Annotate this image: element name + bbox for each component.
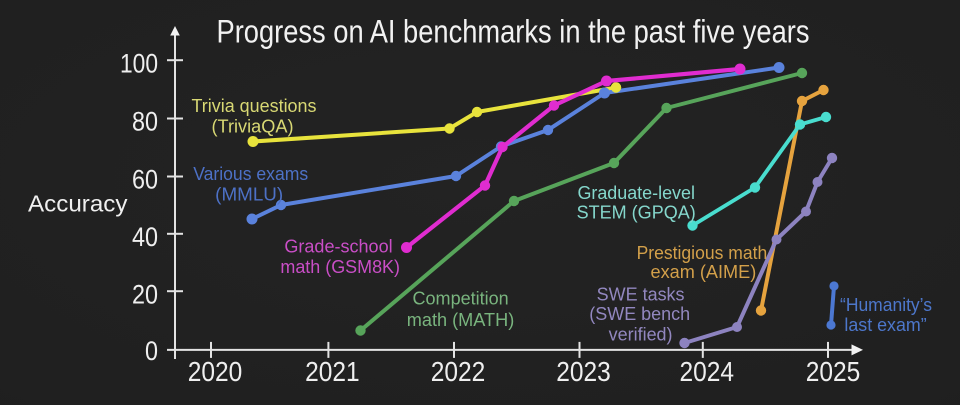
svg-text:(MMLU): (MMLU) (215, 184, 283, 205)
svg-text:(SWE bench: (SWE bench (589, 303, 690, 324)
svg-text:Grade-school: Grade-school (284, 235, 392, 256)
svg-text:exam (AIME): exam (AIME) (651, 261, 757, 282)
svg-text:Progress on AI benchmarks in t: Progress on AI benchmarks in the past fi… (217, 14, 810, 50)
svg-text:math (MATH): math (MATH) (407, 309, 515, 330)
svg-text:Prestigious math: Prestigious math (637, 242, 768, 263)
svg-text:2021: 2021 (305, 356, 360, 387)
svg-text:STEM (GPQA): STEM (GPQA) (577, 202, 696, 223)
svg-text:Competition: Competition (413, 288, 509, 309)
svg-text:“Humanity’s: “Humanity’s (840, 295, 932, 315)
svg-text:2025: 2025 (806, 356, 861, 387)
svg-text:40: 40 (132, 222, 158, 252)
svg-text:100: 100 (120, 48, 158, 78)
svg-text:60: 60 (132, 165, 158, 195)
svg-text:80: 80 (132, 107, 158, 137)
svg-text:2020: 2020 (188, 356, 243, 387)
svg-text:math (GSM8K): math (GSM8K) (280, 256, 400, 277)
svg-text:last exam”: last exam” (844, 315, 926, 335)
svg-text:0: 0 (145, 336, 158, 366)
svg-text:2023: 2023 (556, 356, 611, 387)
svg-text:Accuracy: Accuracy (28, 190, 128, 216)
svg-text:Graduate-level: Graduate-level (577, 182, 695, 203)
svg-text:20: 20 (132, 279, 158, 309)
svg-text:2022: 2022 (431, 356, 486, 387)
svg-text:SWE tasks: SWE tasks (597, 283, 685, 304)
svg-text:Various exams: Various exams (193, 163, 308, 184)
svg-text:2024: 2024 (680, 356, 735, 387)
svg-text:(TriviaQA): (TriviaQA) (212, 116, 294, 137)
svg-text:verified): verified) (609, 324, 673, 345)
svg-text:Trivia questions: Trivia questions (192, 95, 317, 116)
